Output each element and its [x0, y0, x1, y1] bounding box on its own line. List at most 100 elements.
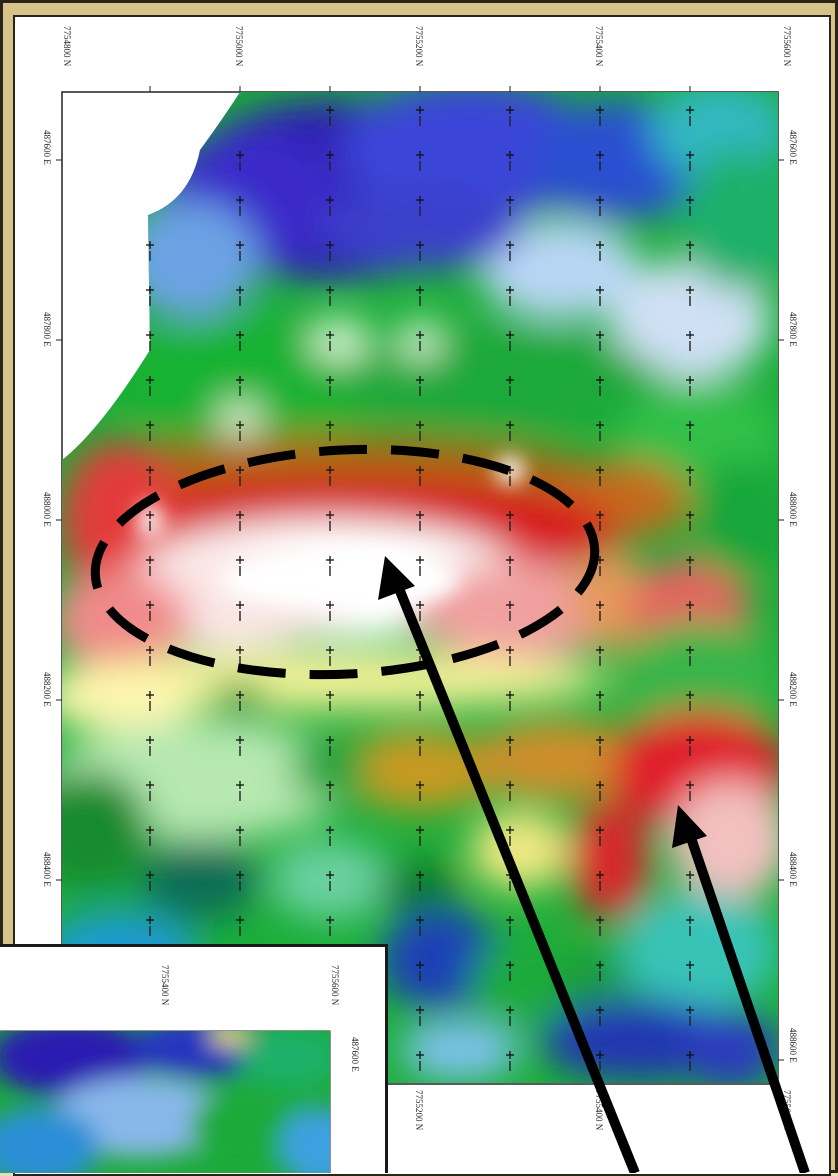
station-marker — [416, 601, 424, 621]
station-marker — [416, 286, 424, 306]
station-marker — [686, 466, 694, 486]
station-marker — [596, 916, 604, 936]
station-marker — [326, 466, 334, 486]
station-marker — [146, 421, 154, 441]
station-marker — [236, 916, 244, 936]
station-marker — [686, 1006, 694, 1026]
station-marker — [596, 106, 604, 126]
station-marker — [686, 961, 694, 981]
station-marker — [686, 556, 694, 576]
station-marker — [146, 826, 154, 846]
station-marker — [506, 646, 514, 666]
station-marker — [326, 871, 334, 891]
station-marker — [416, 331, 424, 351]
inset-easting-label: 487600 E — [350, 1037, 360, 1072]
station-marker — [596, 466, 604, 486]
station-marker — [326, 556, 334, 576]
station-marker — [416, 241, 424, 261]
station-marker — [506, 421, 514, 441]
station-marker — [416, 1051, 424, 1071]
station-marker — [506, 556, 514, 576]
station-marker — [416, 421, 424, 441]
station-marker — [326, 106, 334, 126]
station-marker — [146, 511, 154, 531]
station-marker — [596, 286, 604, 306]
station-marker — [146, 466, 154, 486]
station-marker — [506, 511, 514, 531]
station-marker — [146, 376, 154, 396]
station-marker — [596, 646, 604, 666]
station-marker — [236, 781, 244, 801]
station-marker — [596, 826, 604, 846]
station-marker — [686, 331, 694, 351]
station-marker — [236, 646, 244, 666]
station-marker — [596, 1006, 604, 1026]
inset-northing-label: 7755600 N — [330, 965, 340, 1006]
station-marker — [236, 691, 244, 711]
station-marker — [236, 871, 244, 891]
station-marker — [686, 511, 694, 531]
station-marker — [416, 376, 424, 396]
station-marker — [326, 286, 334, 306]
station-marker — [326, 241, 334, 261]
station-marker — [236, 151, 244, 171]
station-marker — [686, 151, 694, 171]
station-marker — [686, 286, 694, 306]
station-marker — [596, 151, 604, 171]
station-marker — [326, 601, 334, 621]
station-marker — [236, 286, 244, 306]
station-marker — [146, 286, 154, 306]
station-marker — [686, 646, 694, 666]
station-marker — [596, 241, 604, 261]
station-marker — [506, 196, 514, 216]
station-marker — [596, 781, 604, 801]
annotation-arrow-1 — [378, 556, 640, 1173]
station-marker — [146, 601, 154, 621]
station-marker — [686, 736, 694, 756]
station-marker — [146, 241, 154, 261]
station-marker — [416, 871, 424, 891]
station-marker — [596, 736, 604, 756]
station-marker — [416, 826, 424, 846]
station-marker — [686, 106, 694, 126]
station-marker — [506, 376, 514, 396]
station-marker — [506, 331, 514, 351]
station-marker — [326, 421, 334, 441]
station-marker — [416, 781, 424, 801]
station-marker — [326, 151, 334, 171]
station-marker — [686, 196, 694, 216]
station-marker — [686, 781, 694, 801]
station-marker — [416, 691, 424, 711]
station-marker — [506, 961, 514, 981]
station-marker — [326, 736, 334, 756]
station-marker — [416, 916, 424, 936]
station-marker — [326, 511, 334, 531]
station-marker — [146, 691, 154, 711]
station-marker — [236, 736, 244, 756]
station-marker — [146, 646, 154, 666]
station-marker — [506, 826, 514, 846]
station-marker — [686, 241, 694, 261]
station-marker — [146, 556, 154, 576]
station-marker — [236, 556, 244, 576]
station-marker — [146, 781, 154, 801]
station-marker — [236, 826, 244, 846]
station-marker — [686, 376, 694, 396]
station-marker — [686, 601, 694, 621]
station-marker — [506, 736, 514, 756]
station-marker — [596, 196, 604, 216]
station-marker — [596, 421, 604, 441]
station-marker — [416, 1006, 424, 1026]
station-marker — [416, 556, 424, 576]
station-marker — [416, 106, 424, 126]
station-marker — [506, 241, 514, 261]
station-marker — [146, 736, 154, 756]
station-marker — [326, 331, 334, 351]
inset-map-panel: 7755400 N 7755600 N 487600 E — [0, 944, 388, 1173]
station-marker — [596, 511, 604, 531]
station-marker — [416, 466, 424, 486]
station-marker — [506, 151, 514, 171]
station-marker — [596, 601, 604, 621]
station-marker — [236, 511, 244, 531]
station-marker — [326, 196, 334, 216]
